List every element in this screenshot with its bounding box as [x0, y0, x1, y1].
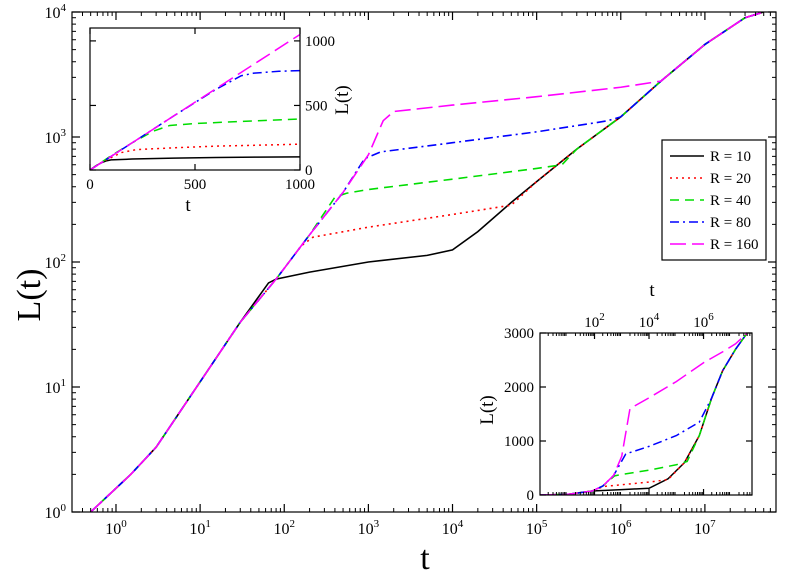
- x-tick-label: 107: [694, 518, 716, 538]
- y-tick-label: 101: [45, 377, 67, 397]
- y-tick-label: 0: [527, 488, 535, 504]
- y-tick-label: 3000: [504, 326, 534, 342]
- series-line-main-2: [90, 12, 764, 512]
- y-tick-label: 2000: [504, 380, 534, 396]
- x-tick-label: 102: [274, 518, 296, 538]
- series-line-inset_top_left-4: [90, 33, 300, 170]
- x-tick-label: 1000: [285, 177, 315, 193]
- legend: R = 10 R = 20 R = 40 R = 80 R = 160: [661, 139, 767, 261]
- series-line-inset_top_left-2: [90, 118, 300, 170]
- y-axis-label: L(t): [477, 395, 498, 425]
- series-line-inset_bottom_right-4: [540, 333, 748, 495]
- x-tick-label: 105: [526, 518, 548, 538]
- legend-box: [661, 139, 767, 261]
- chart-inset_bottom_right: 102 104 106 0 1000 2000 3000 t L(t): [477, 280, 753, 504]
- series-group: [540, 333, 748, 495]
- legend-label: R = 160: [710, 237, 758, 253]
- x-tick-label: 106: [610, 518, 632, 538]
- series-line-inset_bottom_right-1: [540, 333, 748, 495]
- x-tick-label: 106: [693, 311, 714, 331]
- series-group: [90, 33, 300, 170]
- y-tick-label: 500: [305, 98, 328, 114]
- y-tick-label: 1000: [305, 34, 335, 50]
- plot-area-inset_bottom_right: [540, 333, 752, 495]
- y-tick-label: 103: [45, 127, 67, 147]
- x-axis-label: t: [649, 280, 655, 301]
- x-tick-label: 0: [86, 177, 94, 193]
- x-tick-label: 500: [184, 177, 207, 193]
- legend-label: R = 80: [710, 215, 751, 231]
- x-tick-label: 102: [584, 311, 605, 331]
- legend-label: R = 20: [710, 171, 751, 187]
- y-tick-label: 104: [45, 2, 67, 22]
- series-group: [90, 12, 764, 512]
- x-tick-label: 100: [105, 518, 127, 538]
- x-tick-label: 104: [442, 518, 464, 538]
- legend-label: R = 40: [710, 193, 751, 209]
- y-axis-label: L(t): [332, 85, 353, 115]
- y-tick-label: 100: [45, 502, 67, 522]
- x-axis-label: t: [420, 540, 430, 571]
- series-line-main-4: [90, 12, 764, 512]
- x-tick-label: 103: [358, 518, 380, 538]
- y-tick-label: 0: [305, 163, 313, 179]
- y-tick-label: 102: [45, 252, 67, 272]
- x-tick-label: 104: [639, 311, 660, 331]
- legend-label: R = 10: [710, 149, 751, 165]
- y-axis-label: L(t): [11, 269, 48, 322]
- x-tick-label: 101: [189, 518, 211, 538]
- y-tick-label: 1000: [504, 434, 534, 450]
- x-axis-label: t: [185, 195, 191, 216]
